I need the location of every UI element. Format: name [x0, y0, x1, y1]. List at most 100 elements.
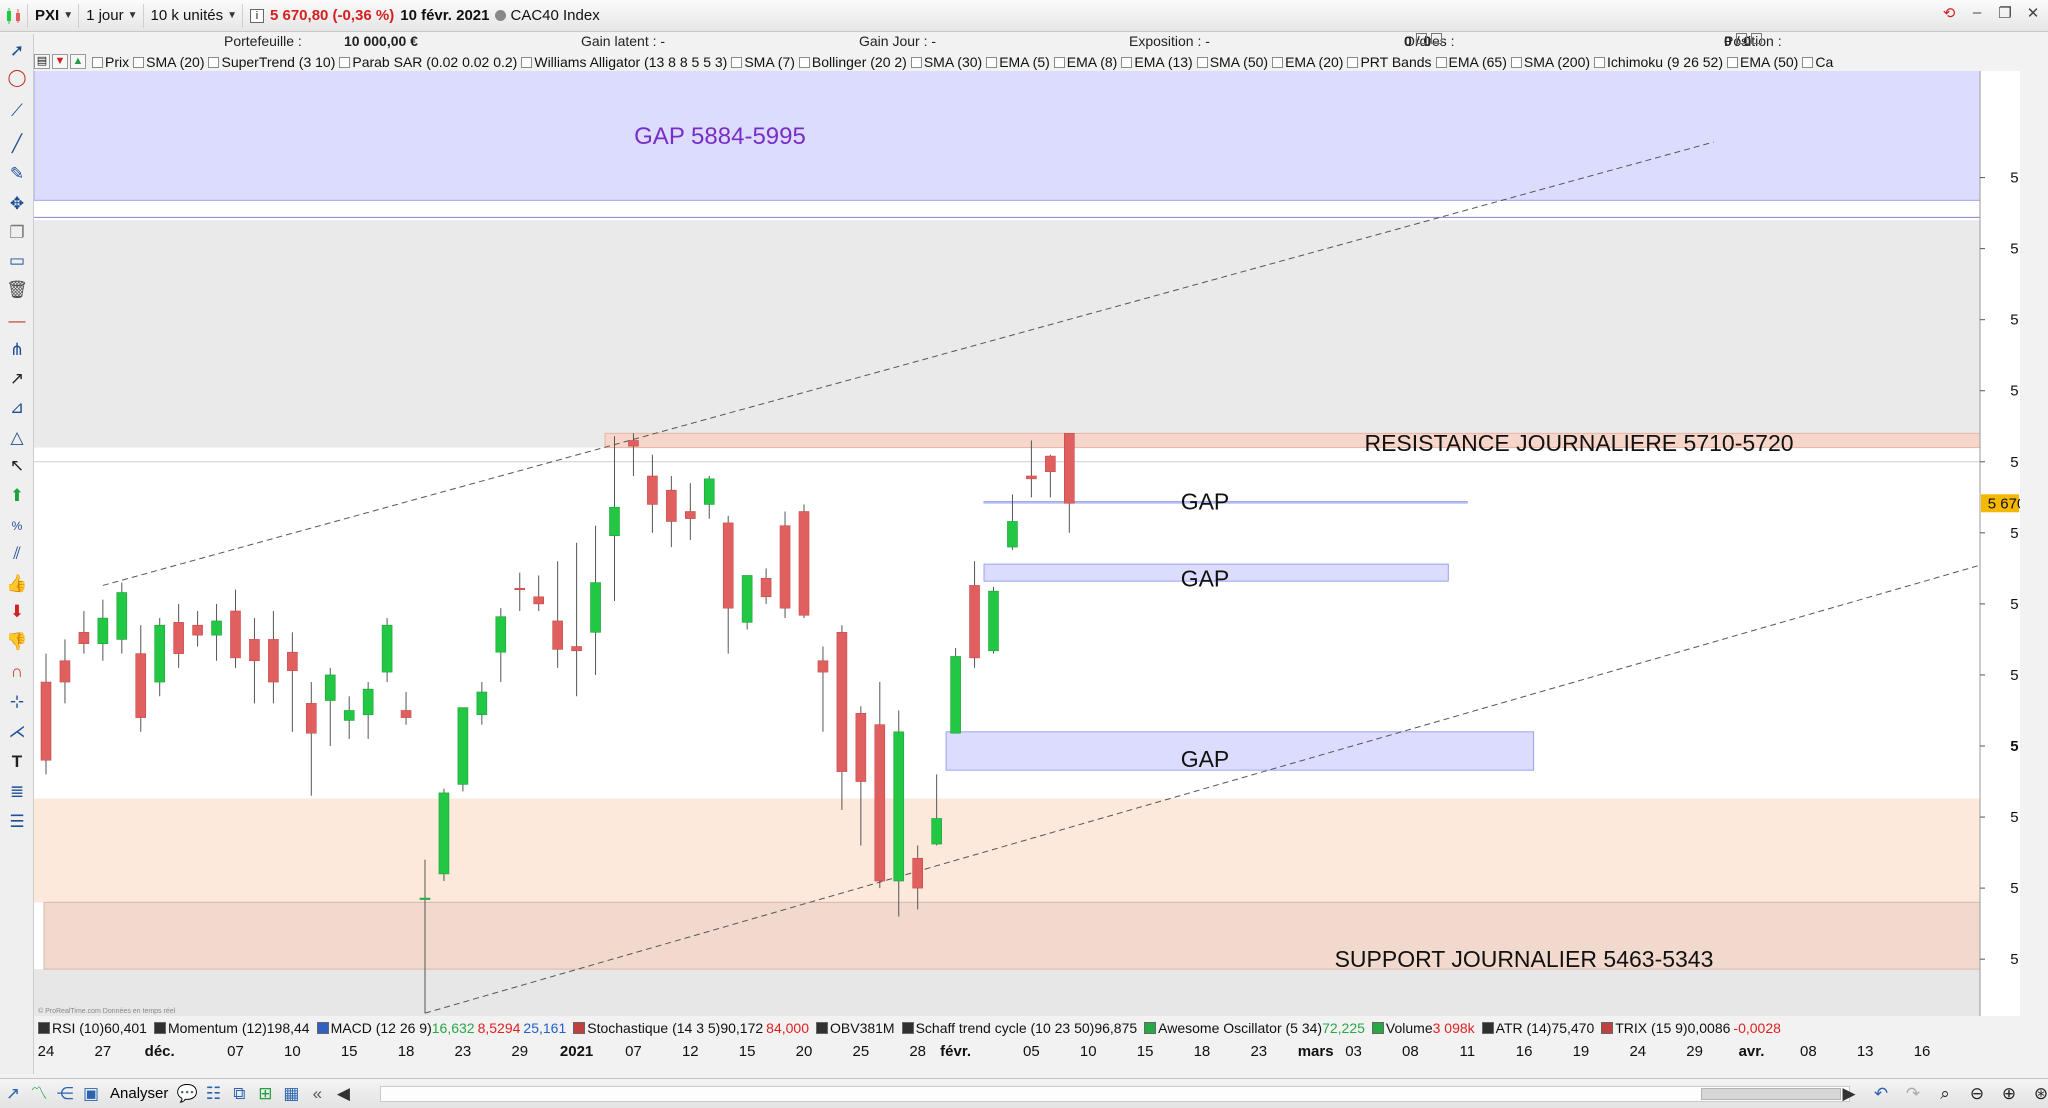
- zoom-fit-icon[interactable]: ⌕: [1940, 1084, 1950, 1103]
- list-icon[interactable]: ☷: [205, 1083, 221, 1103]
- chat-icon[interactable]: 💬: [176, 1083, 198, 1103]
- indicator-label[interactable]: SMA (50): [1209, 53, 1269, 70]
- candle-body[interactable]: [249, 639, 260, 662]
- indicator-checkbox[interactable]: [1121, 57, 1133, 69]
- window-icon[interactable]: ▣: [82, 1083, 100, 1103]
- fibonacci-extension-icon[interactable]: ☰: [9, 812, 25, 831]
- indicator-label[interactable]: EMA (65): [1448, 53, 1507, 70]
- restore-button[interactable]: ❐: [1998, 5, 2012, 22]
- candle-body[interactable]: [609, 506, 620, 536]
- candle-body[interactable]: [173, 622, 184, 654]
- indicator-label[interactable]: Bollinger (20 2): [811, 53, 907, 70]
- indicator-checkbox[interactable]: [521, 57, 533, 69]
- candle-body[interactable]: [1026, 475, 1037, 480]
- indicator-swatch[interactable]: [573, 1022, 586, 1034]
- candle-body[interactable]: [59, 660, 71, 683]
- candle-body[interactable]: [476, 691, 488, 716]
- horizontal-line-icon[interactable]: —: [8, 311, 26, 330]
- indicator-label[interactable]: SuperTrend (3 10): [221, 53, 336, 70]
- candle-body[interactable]: [419, 897, 431, 900]
- candle-body[interactable]: [912, 857, 924, 889]
- candle-body[interactable]: [931, 818, 942, 845]
- scroll-left-icon[interactable]: ◀: [336, 1083, 350, 1103]
- chart-style-icon[interactable]: 〽: [30, 1083, 48, 1103]
- share-icon[interactable]: ⋲: [56, 1083, 74, 1103]
- move-tool-icon[interactable]: ✥: [9, 194, 25, 213]
- horizontal-scrollbar[interactable]: [380, 1086, 1850, 1102]
- indicator-checkbox[interactable]: [1347, 57, 1359, 69]
- candle-body[interactable]: [495, 616, 507, 653]
- candle-body[interactable]: [268, 639, 279, 683]
- double-chevron-left-icon[interactable]: «: [312, 1083, 323, 1103]
- indicator-swatch[interactable]: [1601, 1022, 1614, 1034]
- candle-body[interactable]: [135, 653, 147, 718]
- indicator-label[interactable]: Ca: [1815, 53, 1834, 70]
- candle-body[interactable]: [533, 596, 545, 605]
- candle-body[interactable]: [779, 525, 791, 609]
- indicator-checkbox[interactable]: [1726, 57, 1738, 69]
- fibonacci-levels-icon[interactable]: ≣: [9, 782, 25, 801]
- candle-body[interactable]: [741, 575, 753, 623]
- bottom-indicator-name[interactable]: OBV: [829, 1020, 860, 1036]
- indicator-checkbox[interactable]: [208, 57, 220, 69]
- indicator-label[interactable]: SMA (7): [744, 53, 795, 70]
- candle-body[interactable]: [97, 617, 109, 644]
- refresh-icon[interactable]: ⟲: [1942, 5, 1956, 22]
- indicator-checkbox[interactable]: [1802, 57, 1814, 69]
- candle-body[interactable]: [836, 632, 848, 772]
- fan-tool-icon[interactable]: ⊿: [9, 398, 25, 417]
- arrow-diagonal-icon[interactable]: ↖: [9, 456, 25, 475]
- candle-body[interactable]: [817, 660, 829, 673]
- cursor-snap-icon[interactable]: ⊹: [9, 692, 25, 711]
- timeframe-selector[interactable]: 1 jour ▼: [81, 3, 144, 28]
- bottom-indicator-name[interactable]: Schaff trend cycle (10 23 50): [915, 1020, 1095, 1036]
- indicator-checkbox[interactable]: [133, 57, 145, 69]
- indicator-swatch[interactable]: [38, 1022, 50, 1034]
- zoom-in-icon[interactable]: ⊕: [2001, 1084, 2017, 1103]
- candle-body[interactable]: [362, 688, 374, 716]
- info-icon[interactable]: i: [249, 8, 264, 23]
- indicator-swatch[interactable]: [1144, 1022, 1157, 1034]
- indicator-checkbox[interactable]: [1196, 57, 1208, 69]
- indicator-label[interactable]: SMA (20): [146, 53, 205, 70]
- candle-body[interactable]: [893, 731, 905, 882]
- indicator-label[interactable]: EMA (13): [1134, 53, 1193, 70]
- chart-type-icon[interactable]: [0, 3, 28, 28]
- bottom-indicator-name[interactable]: RSI (10): [52, 1020, 105, 1036]
- trash-icon[interactable]: 🗑: [6, 280, 28, 299]
- indicator-label[interactable]: Ichimoku (9 26 52): [1607, 53, 1723, 70]
- indicator-label[interactable]: SMA (200): [1523, 53, 1591, 70]
- segment-tool-icon[interactable]: ⟋: [11, 101, 23, 120]
- fibonacci-icon[interactable]: ⋔: [9, 340, 25, 359]
- indicator-label[interactable]: EMA (5): [999, 53, 1050, 70]
- bottom-indicator-name[interactable]: ATR (14): [1495, 1020, 1552, 1036]
- grid-icon[interactable]: ▦: [283, 1083, 300, 1103]
- candle-body[interactable]: [40, 681, 52, 761]
- position-button[interactable]: [1735, 33, 1747, 44]
- candle-body[interactable]: [722, 522, 734, 609]
- candle-body[interactable]: [230, 610, 241, 659]
- candle-body[interactable]: [590, 582, 601, 633]
- candle-body[interactable]: [874, 724, 886, 882]
- thumbs-up-icon[interactable]: 👍: [6, 574, 28, 593]
- candle-body[interactable]: [571, 646, 582, 652]
- candle-body[interactable]: [400, 710, 412, 718]
- candle-body[interactable]: [647, 475, 658, 505]
- bottom-indicator-name[interactable]: Volume: [1385, 1020, 1433, 1036]
- up-arrow-icon[interactable]: ⬆: [9, 486, 25, 505]
- bottom-indicator-name[interactable]: TRIX (15 9): [1615, 1020, 1688, 1036]
- magnet-icon[interactable]: ∩: [10, 662, 24, 681]
- candle-body[interactable]: [192, 624, 203, 636]
- indicator-label[interactable]: SMA (30): [923, 53, 983, 70]
- indicator-checkbox[interactable]: [731, 57, 743, 69]
- indicator-checkbox[interactable]: [1272, 57, 1284, 69]
- copy-tool-icon[interactable]: ❐: [9, 223, 25, 242]
- symbol-selector[interactable]: PXI ▼: [30, 3, 80, 28]
- indicator-checkbox[interactable]: [798, 57, 810, 69]
- windows-icon[interactable]: ⧉: [233, 1083, 246, 1103]
- undo-icon[interactable]: ↶: [1873, 1084, 1889, 1103]
- triangle-tool-icon[interactable]: △: [10, 428, 24, 447]
- indicator-label[interactable]: Williams Alligator (13 8 8 5 5 3): [534, 53, 728, 70]
- candle-body[interactable]: [798, 511, 810, 616]
- scrollbar-thumb[interactable]: [1701, 1088, 1841, 1100]
